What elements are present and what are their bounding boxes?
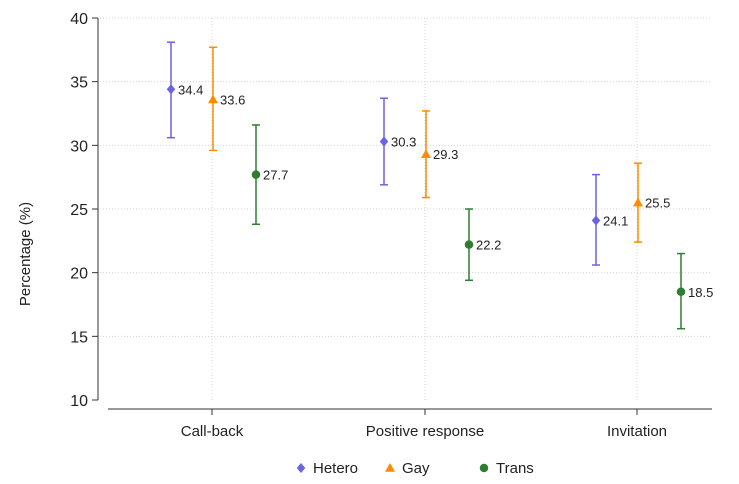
y-axis-label: Percentage (%) [17, 202, 34, 306]
marker-circle [251, 170, 261, 179]
legend-item-gay: Gay [385, 460, 430, 477]
legend-label: Hetero [313, 460, 358, 477]
marker-circle [464, 240, 474, 249]
y-tick-label: 10 [70, 393, 88, 410]
data-label: 27.7 [263, 168, 288, 183]
marker-triangle [421, 149, 431, 158]
y-tick-label: 40 [70, 11, 88, 28]
marker-diamond [296, 463, 306, 473]
marker-circle [479, 463, 489, 473]
marker-circle [676, 287, 686, 297]
y-tick-label: 30 [70, 138, 88, 155]
series-trans: 27.7 22.2 18.5 [251, 124, 713, 330]
series-gay: 33.6 29.3 25.5 [208, 46, 670, 243]
chart-marks: 34.4 30.3 24.1 33.6 29.3 25.5 27.7 22.2 18.5 [166, 41, 713, 330]
legend-label: Trans [496, 460, 534, 477]
marker-triangle [633, 197, 643, 207]
legend-item-trans: Trans [479, 460, 534, 477]
legend-label: Gay [402, 460, 430, 477]
x-tick-label: Call-back [181, 423, 244, 440]
y-tick-label: 25 [70, 202, 88, 219]
data-label: 18.5 [688, 285, 713, 300]
marker-diamond [591, 215, 601, 226]
data-label: 22.2 [476, 238, 501, 253]
y-tick-label: 15 [70, 329, 88, 346]
marker-diamond [379, 136, 389, 147]
series-hetero: 34.4 30.3 24.1 [166, 41, 628, 266]
data-label: 34.4 [178, 82, 203, 97]
data-label: 29.3 [433, 147, 458, 162]
grid-lines [100, 17, 712, 400]
data-label: 33.6 [220, 92, 245, 107]
data-label: 25.5 [645, 196, 670, 211]
y-tick-label: 20 [70, 266, 88, 283]
marker-triangle [208, 94, 218, 104]
legend-item-hetero: Hetero [296, 460, 358, 477]
legend: Hetero Gay Trans [296, 460, 534, 477]
y-tick-label: 35 [70, 75, 88, 92]
data-label: 24.1 [603, 213, 628, 228]
x-tick-label: Invitation [607, 423, 667, 440]
x-tick-label: Positive response [366, 423, 484, 440]
data-label: 30.3 [391, 135, 416, 150]
marker-triangle [385, 463, 395, 472]
marker-diamond [166, 84, 176, 95]
axes: 10 15 20 25 30 35 40 Call-back Positive response… [70, 11, 712, 440]
